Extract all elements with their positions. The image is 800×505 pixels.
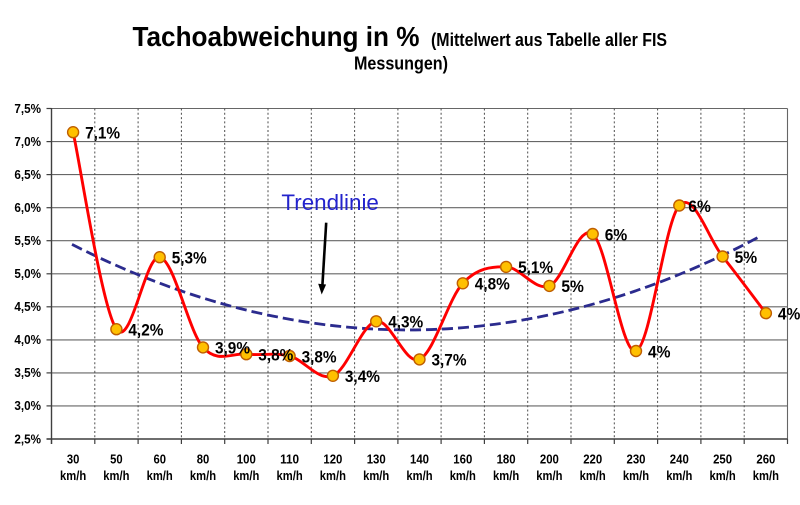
svg-text:km/h: km/h — [320, 469, 346, 483]
svg-text:km/h: km/h — [147, 469, 173, 483]
svg-text:5,5%: 5,5% — [14, 233, 41, 248]
svg-text:30: 30 — [67, 452, 80, 466]
svg-text:Trendlinie: Trendlinie — [281, 190, 379, 215]
svg-text:120: 120 — [323, 452, 342, 466]
svg-text:130: 130 — [367, 452, 386, 466]
svg-text:5,1%: 5,1% — [518, 259, 553, 277]
svg-text:4,8%: 4,8% — [475, 276, 510, 294]
svg-text:km/h: km/h — [623, 469, 649, 483]
svg-text:4,2%: 4,2% — [128, 322, 163, 340]
svg-text:km/h: km/h — [666, 469, 692, 483]
svg-text:4%: 4% — [648, 343, 671, 361]
svg-text:6%: 6% — [688, 198, 711, 216]
svg-text:km/h: km/h — [60, 469, 86, 483]
svg-text:3,5%: 3,5% — [14, 365, 41, 380]
svg-text:100: 100 — [237, 452, 256, 466]
svg-text:3,4%: 3,4% — [345, 368, 380, 386]
svg-text:110: 110 — [280, 452, 299, 466]
svg-text:3,8%: 3,8% — [258, 347, 293, 365]
svg-text:km/h: km/h — [710, 469, 736, 483]
svg-text:km/h: km/h — [363, 469, 389, 483]
svg-text:km/h: km/h — [580, 469, 606, 483]
svg-text:3,7%: 3,7% — [432, 352, 467, 370]
svg-text:160: 160 — [453, 452, 472, 466]
svg-text:km/h: km/h — [536, 469, 562, 483]
svg-text:5,3%: 5,3% — [172, 250, 207, 268]
svg-text:230: 230 — [627, 452, 646, 466]
svg-text:6%: 6% — [605, 226, 628, 244]
svg-text:km/h: km/h — [233, 469, 259, 483]
svg-text:Tachoabweichung in %: Tachoabweichung in % — [133, 21, 420, 52]
svg-text:220: 220 — [583, 452, 602, 466]
svg-text:60: 60 — [153, 452, 166, 466]
svg-text:4%: 4% — [778, 306, 800, 324]
svg-text:7,5%: 7,5% — [14, 101, 41, 116]
svg-text:250: 250 — [713, 452, 732, 466]
svg-text:km/h: km/h — [450, 469, 476, 483]
svg-text:2,5%: 2,5% — [14, 431, 41, 446]
svg-text:3,8%: 3,8% — [302, 348, 337, 366]
svg-text:7,1%: 7,1% — [85, 125, 120, 143]
svg-text:km/h: km/h — [103, 469, 129, 483]
svg-text:km/h: km/h — [406, 469, 432, 483]
svg-text:5,0%: 5,0% — [14, 266, 41, 281]
svg-text:5%: 5% — [561, 278, 584, 296]
svg-text:180: 180 — [497, 452, 516, 466]
svg-text:260: 260 — [756, 452, 775, 466]
svg-text:6,5%: 6,5% — [14, 167, 41, 182]
svg-text:200: 200 — [540, 452, 559, 466]
svg-text:6,0%: 6,0% — [14, 200, 41, 215]
svg-text:km/h: km/h — [190, 469, 216, 483]
svg-text:50: 50 — [110, 452, 123, 466]
svg-text:km/h: km/h — [493, 469, 519, 483]
svg-text:km/h: km/h — [753, 469, 779, 483]
svg-text:5%: 5% — [735, 249, 758, 267]
svg-text:3,0%: 3,0% — [14, 398, 41, 413]
svg-text:3,9%: 3,9% — [215, 340, 250, 358]
svg-text:140: 140 — [410, 452, 429, 466]
svg-text:km/h: km/h — [277, 469, 303, 483]
svg-text:Messungen): Messungen) — [354, 53, 448, 73]
svg-text:240: 240 — [670, 452, 689, 466]
svg-text:4,3%: 4,3% — [388, 314, 423, 332]
svg-text:(Mittelwert aus Tabelle aller: (Mittelwert aus Tabelle aller FIS — [431, 30, 667, 50]
svg-text:4,5%: 4,5% — [14, 299, 41, 314]
svg-text:4,0%: 4,0% — [14, 332, 41, 347]
svg-text:80: 80 — [197, 452, 210, 466]
svg-text:7,0%: 7,0% — [14, 134, 41, 149]
